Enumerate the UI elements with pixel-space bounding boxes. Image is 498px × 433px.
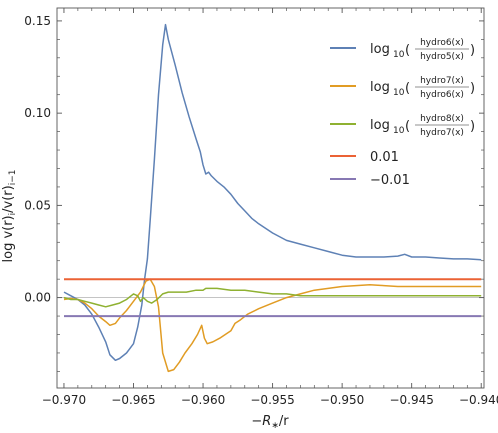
x-tick-label: −0.945 bbox=[389, 393, 433, 407]
legend-numerator: hydro7(x) bbox=[420, 76, 464, 86]
series-line-1 bbox=[63, 23, 482, 362]
legend-denominator: hydro6(x) bbox=[420, 90, 464, 100]
series-line-3 bbox=[63, 287, 482, 308]
series-line-2 bbox=[63, 278, 482, 373]
axes: −0.970 −0.965 −0.960 −0.955 −0.950 −0.945 −0.9… bbox=[24, 7, 498, 407]
x-tick-label: −0.940 bbox=[459, 393, 498, 407]
y-tick-label: 0.15 bbox=[24, 14, 51, 28]
x-tick-label: −0.970 bbox=[42, 393, 86, 407]
legend-label-5: −0.01 bbox=[370, 173, 410, 188]
legend-log-base: 10 bbox=[393, 88, 405, 98]
legend-denominator: hydro7(x) bbox=[420, 128, 464, 138]
y-axis-label: log v(r)i/v(r)i−1 bbox=[1, 170, 18, 263]
plot-area bbox=[57, 23, 484, 373]
plot-frame bbox=[56, 7, 485, 389]
legend-label-4: 0.01 bbox=[370, 150, 399, 165]
legend-paren: ) bbox=[470, 43, 475, 58]
y-tick-label: 0.05 bbox=[24, 198, 51, 212]
legend-paren: ( bbox=[405, 43, 410, 58]
legend-label-2: log bbox=[370, 80, 390, 95]
x-tick-label: −0.960 bbox=[181, 393, 225, 407]
legend-numerator: hydro6(x) bbox=[420, 38, 464, 48]
legend-log-base: 10 bbox=[393, 50, 405, 60]
legend-paren: ) bbox=[470, 81, 475, 96]
y-tick-label: 0.10 bbox=[24, 106, 51, 120]
x-tick-label: −0.950 bbox=[320, 393, 364, 407]
legend-paren: ( bbox=[405, 81, 410, 96]
legend: log 10(hydro6(x)hydro5(x))log 10(hydro7(x)… bbox=[330, 38, 475, 188]
legend-denominator: hydro5(x) bbox=[420, 52, 464, 62]
y-tick-label: 0.00 bbox=[24, 291, 51, 305]
legend-log-base: 10 bbox=[393, 126, 405, 136]
x-axis-label: −R∗/r bbox=[251, 414, 289, 431]
x-tick-label: −0.955 bbox=[250, 393, 294, 407]
x-tick-label: −0.965 bbox=[111, 393, 155, 407]
legend-numerator: hydro8(x) bbox=[420, 114, 464, 124]
legend-paren: ( bbox=[405, 119, 410, 134]
legend-label-1: log bbox=[370, 42, 390, 57]
legend-paren: ) bbox=[470, 119, 475, 134]
legend-label-3: log bbox=[370, 118, 390, 133]
